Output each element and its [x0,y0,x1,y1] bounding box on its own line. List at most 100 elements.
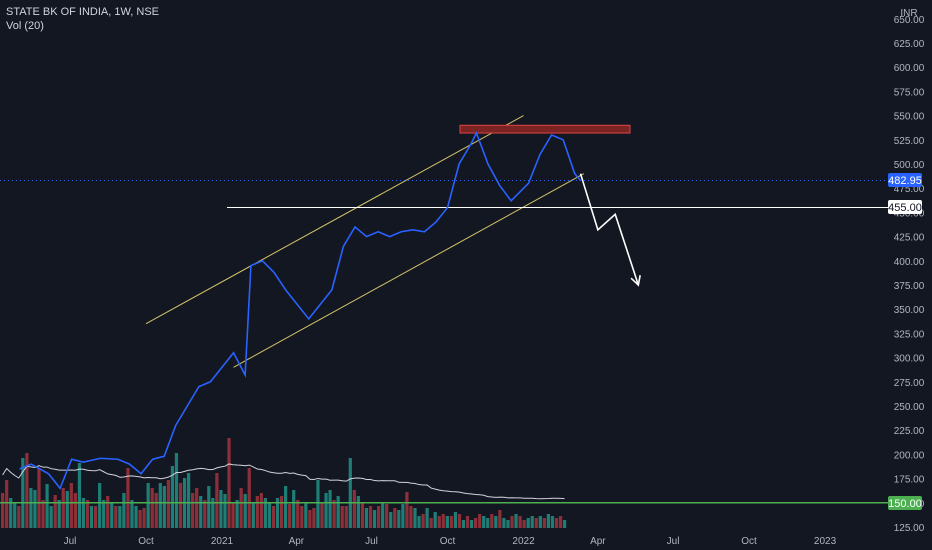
volume-bar [413,508,417,528]
volume-bar [45,484,49,528]
price-tick-label: 300.00 [894,354,925,365]
volume-bar [207,486,211,528]
volume-bar [174,453,179,528]
volume-bar [425,508,429,528]
time-tick-label: 2022 [512,536,535,547]
price-tick-label: 125.00 [894,523,925,534]
channel-upper-line[interactable] [145,115,524,325]
volume-bar [239,488,243,528]
price-tick-label: 275.00 [894,378,925,389]
volume-bar [389,512,393,528]
volume-bar [332,500,336,528]
volume-bar [29,488,33,528]
volume-bar [397,510,401,528]
volume-bar [61,488,65,528]
volume-bar [275,498,280,528]
volume-bar [259,493,263,528]
price-tick-label: 200.00 [894,450,925,461]
volume-bar [478,514,482,528]
price-axis[interactable]: 650.00 625.00 600.00 575.00 550.00 525.00 500.… [894,15,925,534]
volume-bar [417,516,421,528]
symbol-title[interactable]: STATE BK OF INDIA, 1W, NSE [6,6,160,18]
volume-bar [267,503,272,528]
volume-bar [150,488,154,528]
price-tick-label: 650.00 [894,15,925,26]
time-tick-label: Apr [590,536,606,547]
volume-bar [17,506,21,528]
volume-bar [469,520,474,528]
volume-bar [178,483,183,528]
volume-bar [328,490,332,528]
volume-bar [93,506,98,528]
volume-bar [312,508,316,528]
volume-bar [49,506,53,528]
time-tick-label: Apr [289,536,305,547]
volume-bar [85,500,90,528]
volume-bars [1,438,567,528]
volume-bar [166,480,170,528]
support-level-badge-bg [888,200,922,214]
price-tick-label: 425.00 [894,233,925,244]
volume-bar [445,516,449,528]
price-tick-label: 525.00 [894,136,925,147]
channel-lower-line[interactable] [233,173,585,368]
volume-bar [158,483,162,528]
volume-bar [558,516,563,528]
volume-bar [364,508,369,528]
volume-bar [77,463,82,528]
projection-path [579,173,640,286]
volume-bar [9,498,13,528]
volume-bar [409,506,413,528]
resistance-zone[interactable] [459,124,631,134]
last-price-badge-bg [888,173,922,187]
time-axis[interactable]: Jul Oct 2021 Apr Jul Oct 2022 Apr Jul Oct 2023 [64,536,837,547]
volume-bar [191,493,195,528]
volume-bar [13,503,17,528]
volume-bar [494,516,498,528]
volume-bar [514,514,518,528]
volume-bar [401,504,405,528]
volume-bar [215,473,219,528]
volume-bar [381,502,385,528]
volume-bar [106,496,110,528]
time-tick-label: 2023 [814,536,837,547]
volume-bar [5,480,9,528]
volume-bar [554,518,559,528]
volume-bar [37,468,41,528]
time-tick-label: Jul [667,536,680,547]
volume-level-label: 150.00 [888,498,922,510]
volume-bar [195,488,199,528]
volume-bar [126,468,130,528]
volume-bar [534,518,538,528]
volume-bar [271,506,276,528]
volume-bar [263,498,268,528]
volume-bar [57,500,61,528]
time-tick-label: Jul [365,536,378,547]
volume-bar [308,510,312,528]
price-tick-label: 250.00 [894,402,925,413]
volume-bar [405,492,409,528]
time-tick-label: Oct [138,536,154,547]
volume-bar [490,514,494,528]
projection-arrow[interactable] [579,173,641,287]
volume-bar [368,506,373,528]
volume-bar [251,502,255,528]
price-tick-label: 225.00 [894,426,925,437]
volume-bar [284,486,288,528]
price-tick-label: 350.00 [894,305,925,316]
volume-bar [546,514,551,528]
volume-level-badge-bg [888,496,922,510]
volume-bar [385,504,389,528]
time-tick-label: Oct [440,536,456,547]
volume-bar [33,490,37,528]
volume-indicator-label[interactable]: Vol (20) [6,20,44,32]
volume-bar [421,514,425,528]
volume-bar [219,490,223,528]
volume-bar [502,518,506,528]
volume-bar [102,500,106,528]
volume-bar [449,516,453,528]
volume-bar [304,503,308,528]
volume-bar [482,516,486,528]
volume-bar [53,495,57,528]
